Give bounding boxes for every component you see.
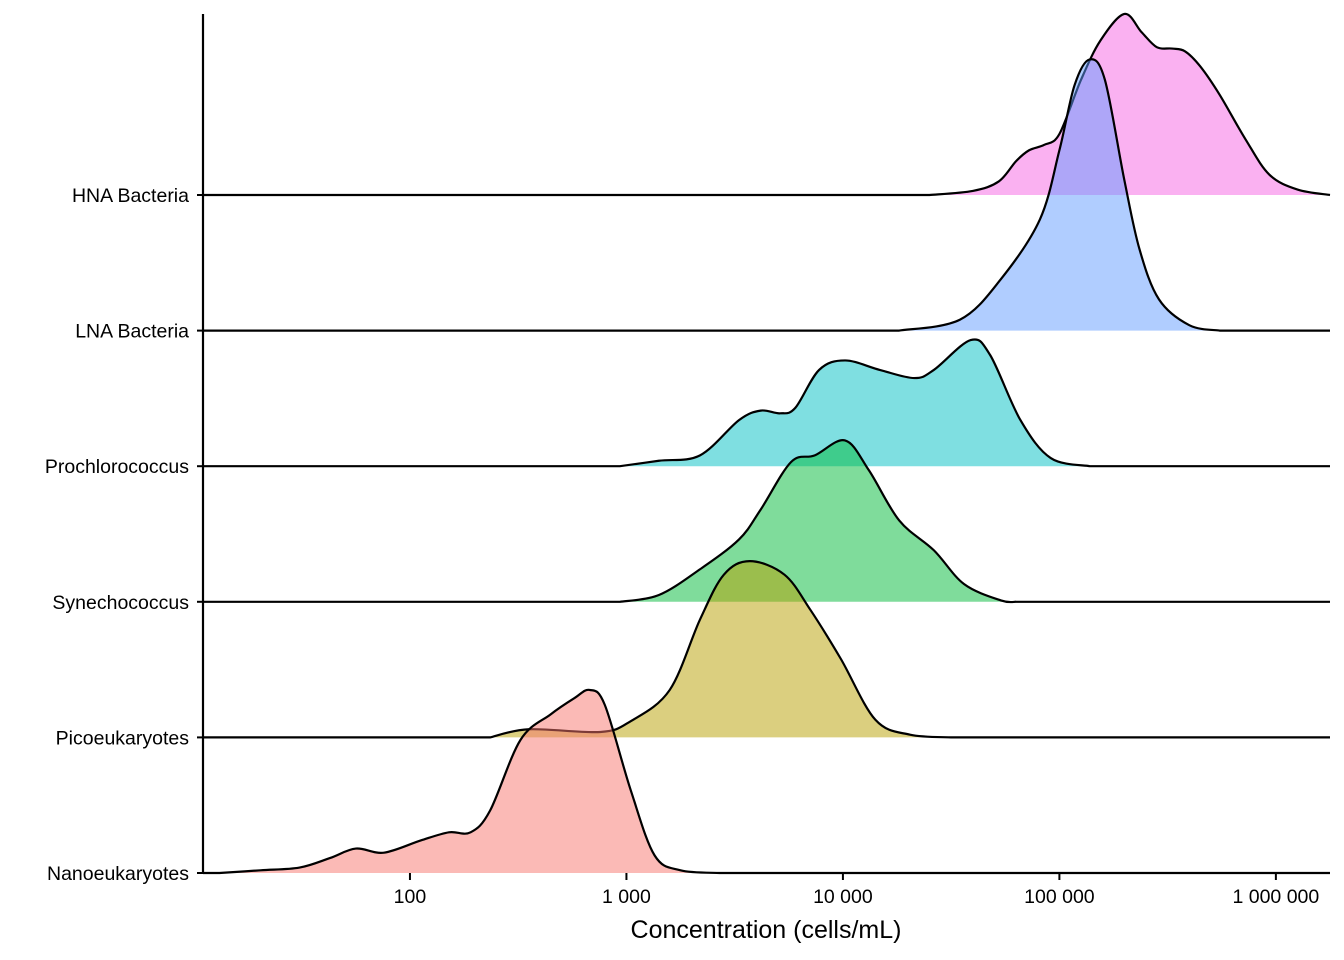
ridge-nanoeukaryotes xyxy=(203,688,1330,875)
x-tick-label: 100 000 xyxy=(1024,886,1095,908)
y-axis-ticks: HNA Bacteria LNA Bacteria Prochlorococcus S… xyxy=(45,185,203,885)
x-tick-label: 10 000 xyxy=(813,886,873,908)
y-tick-label: Nanoeukaryotes xyxy=(47,863,189,885)
ridge-synechococcus xyxy=(203,439,1330,604)
density-fill xyxy=(619,339,1090,467)
y-tick-label: Picoeukaryotes xyxy=(56,727,190,749)
ridges xyxy=(203,12,1331,875)
density-outline xyxy=(203,58,1330,332)
ridge-prochlorococcus xyxy=(203,338,1330,468)
x-tick-label: 1 000 000 xyxy=(1232,886,1319,908)
density-outline xyxy=(203,439,1330,604)
y-tick-label: LNA Bacteria xyxy=(75,321,189,343)
density-outline xyxy=(203,688,1330,875)
density-fill xyxy=(929,13,1330,196)
ridge-hna-bacteria xyxy=(203,12,1331,197)
x-tick-label: 1 000 xyxy=(602,886,651,908)
density-outline xyxy=(203,12,1331,197)
y-tick-label: HNA Bacteria xyxy=(72,185,189,207)
ridge-lna-bacteria xyxy=(203,58,1330,332)
density-fill xyxy=(899,59,1220,331)
density-fill xyxy=(619,440,1017,603)
x-axis-title: Concentration (cells/mL) xyxy=(631,916,902,944)
y-tick-label: Prochlorococcus xyxy=(45,456,189,478)
x-axis-ticks: 100 1 000 10 000 100 000 1 000 000 xyxy=(394,873,1319,908)
ridge-picoeukaryotes xyxy=(203,560,1330,739)
x-tick-label: 100 xyxy=(394,886,427,908)
y-tick-label: Synechococcus xyxy=(52,592,189,614)
density-fill xyxy=(490,561,952,738)
density-outline xyxy=(203,338,1330,468)
density-fill xyxy=(219,689,720,873)
